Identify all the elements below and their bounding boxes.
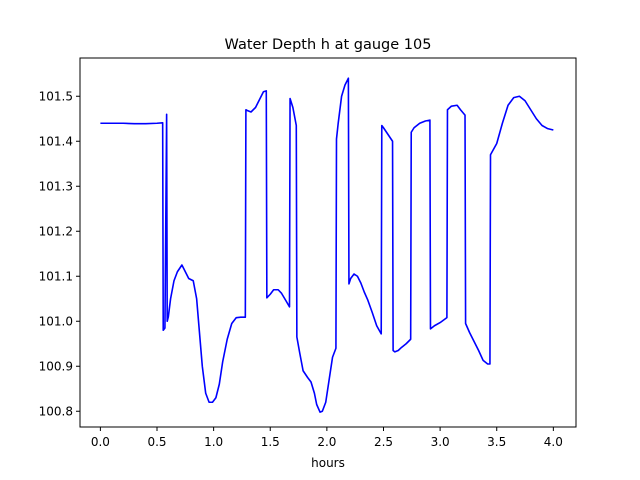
x-tick-label: 3.5 (487, 435, 506, 449)
axes-frame (79, 57, 577, 428)
x-tick-label: 2.0 (317, 435, 336, 449)
y-tick-label: 101.1 (39, 269, 73, 283)
y-tick-label: 101.2 (39, 224, 73, 238)
y-tick-label: 101.3 (39, 179, 73, 193)
y-tick-label: 100.9 (39, 359, 73, 373)
x-axis: 0.0 0.5 1.0 1.5 2.0 2.5 3.0 3.5 4.0 (91, 427, 563, 449)
y-tick-label: 101.4 (39, 134, 73, 148)
x-axis-label: hours (311, 456, 345, 470)
x-tick-label: 0.0 (91, 435, 110, 449)
plot-area (100, 77, 554, 413)
y-tick-label: 100.8 (39, 404, 73, 418)
series-line-0 (100, 77, 554, 413)
y-tick-label: 101.0 (39, 314, 73, 328)
x-tick-label: 4.0 (544, 435, 563, 449)
y-axis: 100.8 100.9 101.0 101.1 101.2 101.3 101.4 101.5 (39, 89, 80, 418)
x-tick-label: 1.5 (261, 435, 280, 449)
chart-title: Water Depth h at gauge 105 (225, 37, 432, 53)
x-tick-label: 1.0 (204, 435, 223, 449)
x-tick-label: 0.5 (147, 435, 166, 449)
y-tick-label: 101.5 (39, 89, 73, 103)
x-tick-label: 3.0 (431, 435, 450, 449)
x-tick-label: 2.5 (374, 435, 393, 449)
